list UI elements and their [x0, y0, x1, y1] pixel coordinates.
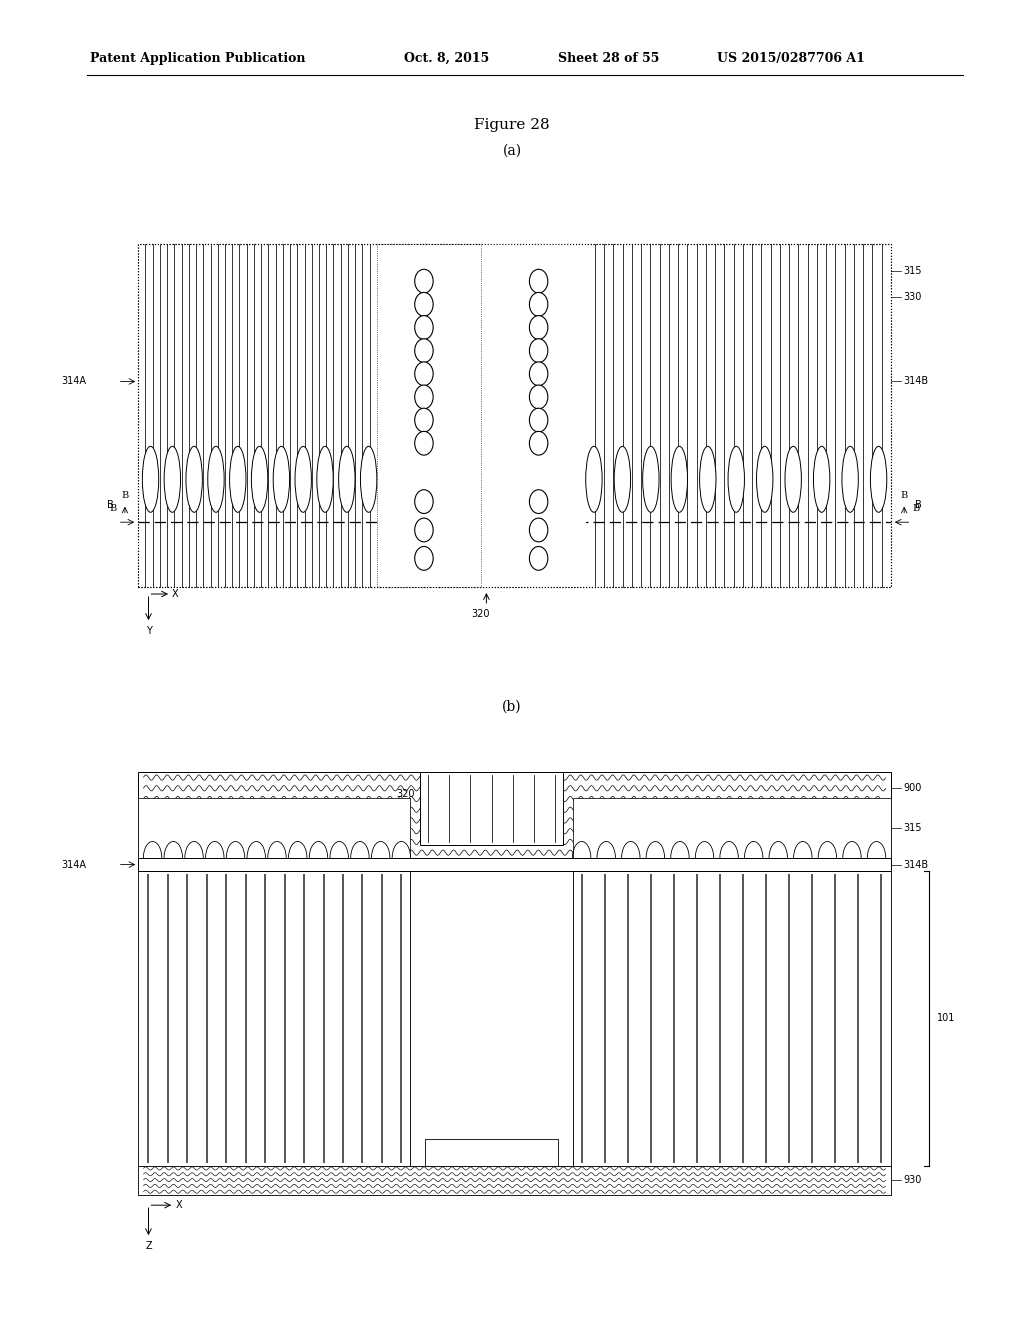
- Bar: [573, 871, 891, 1166]
- Ellipse shape: [316, 446, 333, 512]
- Circle shape: [529, 315, 548, 339]
- Bar: [138, 797, 410, 858]
- Text: Y: Y: [145, 626, 152, 636]
- Bar: [138, 772, 891, 1195]
- Circle shape: [415, 362, 433, 385]
- Circle shape: [529, 339, 548, 363]
- Circle shape: [415, 339, 433, 363]
- Bar: [138, 858, 891, 871]
- Text: 314B: 314B: [903, 376, 929, 387]
- Circle shape: [529, 362, 548, 385]
- Ellipse shape: [142, 446, 159, 512]
- Circle shape: [415, 432, 433, 455]
- Text: B: B: [121, 491, 129, 500]
- Text: B: B: [900, 491, 908, 500]
- Circle shape: [529, 385, 548, 409]
- Bar: [481, 244, 586, 587]
- Text: 320: 320: [471, 609, 489, 619]
- Circle shape: [415, 385, 433, 409]
- Bar: [410, 871, 573, 1166]
- Text: Oct. 8, 2015: Oct. 8, 2015: [404, 51, 489, 65]
- Ellipse shape: [586, 446, 602, 512]
- Text: 314A: 314A: [61, 859, 86, 870]
- Circle shape: [529, 293, 548, 317]
- Bar: [138, 772, 891, 858]
- Ellipse shape: [870, 446, 887, 512]
- Ellipse shape: [671, 446, 687, 512]
- Text: Z: Z: [145, 1241, 152, 1251]
- Ellipse shape: [164, 446, 180, 512]
- Text: (b): (b): [502, 700, 522, 713]
- Text: X: X: [172, 589, 178, 599]
- Circle shape: [415, 315, 433, 339]
- Circle shape: [529, 490, 548, 513]
- Circle shape: [529, 269, 548, 293]
- Bar: [138, 1166, 891, 1195]
- Ellipse shape: [757, 446, 773, 512]
- Ellipse shape: [339, 446, 355, 512]
- Circle shape: [415, 408, 433, 432]
- Circle shape: [415, 546, 433, 570]
- Ellipse shape: [252, 446, 268, 512]
- Bar: [138, 244, 891, 587]
- Circle shape: [415, 490, 433, 513]
- Circle shape: [529, 432, 548, 455]
- Ellipse shape: [842, 446, 858, 512]
- Text: B: B: [915, 500, 923, 510]
- Ellipse shape: [186, 446, 203, 512]
- Circle shape: [529, 408, 548, 432]
- Ellipse shape: [643, 446, 659, 512]
- Circle shape: [415, 269, 433, 293]
- Text: 315: 315: [903, 265, 922, 276]
- Ellipse shape: [360, 446, 377, 512]
- Ellipse shape: [699, 446, 716, 512]
- Ellipse shape: [229, 446, 246, 512]
- Circle shape: [415, 293, 433, 317]
- Text: B: B: [912, 504, 921, 513]
- Text: 101: 101: [937, 1014, 955, 1023]
- Bar: [377, 244, 481, 587]
- Text: 315: 315: [903, 822, 922, 833]
- Text: 900: 900: [903, 783, 922, 793]
- Ellipse shape: [728, 446, 744, 512]
- Bar: [420, 772, 563, 845]
- Text: 320: 320: [396, 788, 415, 799]
- Circle shape: [415, 517, 433, 541]
- Text: B: B: [106, 500, 114, 510]
- Text: B: B: [109, 504, 117, 513]
- Ellipse shape: [785, 446, 802, 512]
- Text: Sheet 28 of 55: Sheet 28 of 55: [558, 51, 659, 65]
- Text: (a): (a): [503, 144, 521, 157]
- Bar: [138, 244, 891, 587]
- Bar: [573, 797, 891, 858]
- Ellipse shape: [295, 446, 311, 512]
- Ellipse shape: [813, 446, 829, 512]
- Text: 314B: 314B: [903, 859, 929, 870]
- Ellipse shape: [273, 446, 290, 512]
- Text: Patent Application Publication: Patent Application Publication: [90, 51, 305, 65]
- Text: US 2015/0287706 A1: US 2015/0287706 A1: [717, 51, 864, 65]
- Bar: [425, 1139, 558, 1166]
- Text: Figure 28: Figure 28: [474, 119, 550, 132]
- Text: X: X: [176, 1200, 182, 1210]
- Ellipse shape: [208, 446, 224, 512]
- Circle shape: [529, 546, 548, 570]
- Text: 330: 330: [903, 292, 922, 302]
- Circle shape: [529, 517, 548, 541]
- Text: 930: 930: [903, 1175, 922, 1185]
- Bar: [138, 871, 410, 1166]
- Text: 314A: 314A: [61, 376, 86, 387]
- Ellipse shape: [614, 446, 631, 512]
